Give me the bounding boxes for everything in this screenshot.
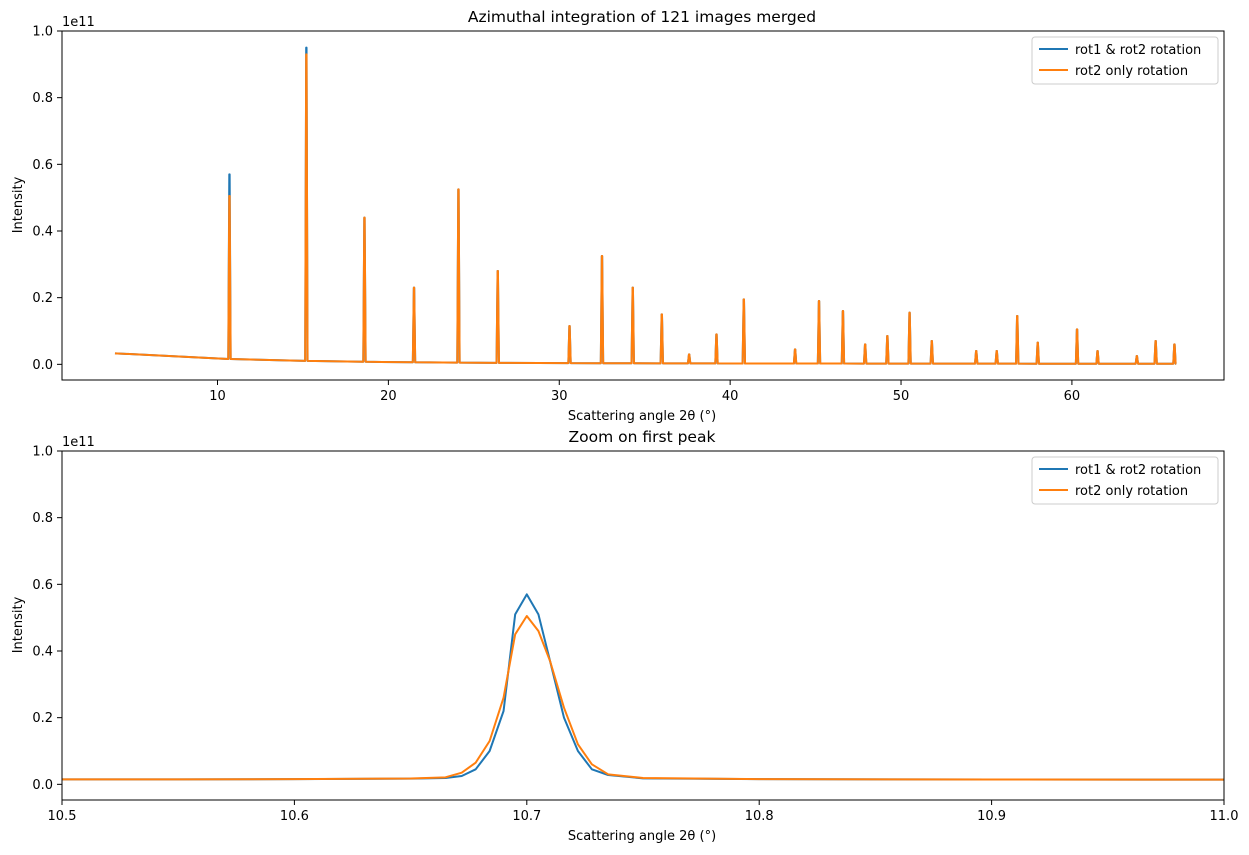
top-legend: rot1 & rot2 rotation rot2 only rotation (1031, 36, 1219, 85)
top-y-tick-label: 0.8 (32, 91, 53, 106)
bottom-x-axis-label: Scattering angle 2θ (°) (568, 829, 716, 844)
bottom-legend-box (1031, 456, 1219, 505)
bottom-x-axis: 10.5 10.6 10.7 10.8 10.9 11.0 (48, 800, 1239, 824)
top-y-axis: 0.0 0.2 0.4 0.6 0.8 1.0 (32, 25, 62, 373)
top-legend-box (1031, 36, 1219, 85)
top-x-tick-label: 60 (1064, 389, 1081, 404)
top-x-tick-label: 50 (893, 389, 910, 404)
bottom-x-tick-label: 10.5 (48, 809, 77, 824)
top-chart-title: Azimuthal integration of 121 images merg… (468, 8, 816, 26)
top-x-axis-label: Scattering angle 2θ (°) (568, 409, 716, 424)
top-x-tick-label: 20 (380, 389, 397, 404)
top-y-tick-label: 0.0 (32, 358, 53, 373)
top-plot-area (114, 46, 1177, 365)
bottom-chart: Zoom on first peak 1e11 10.5 10.6 10.7 10.8… (11, 428, 1238, 844)
top-x-tick-label: 40 (722, 389, 739, 404)
bottom-y-tick-label: 0.6 (32, 578, 53, 593)
bottom-legend: rot1 & rot2 rotation rot2 only rotation (1031, 456, 1219, 505)
bottom-x-tick-label: 10.8 (745, 809, 774, 824)
bottom-x-tick-label: 10.7 (512, 809, 541, 824)
top-x-tick-label: 10 (209, 389, 226, 404)
bottom-y-tick-label: 0.8 (32, 511, 53, 526)
top-y-tick-label: 0.2 (32, 291, 53, 306)
top-legend-label-series1: rot1 & rot2 rotation (1075, 43, 1201, 58)
bottom-plot-area (62, 593, 1225, 781)
bottom-legend-label-series1: rot1 & rot2 rotation (1075, 463, 1201, 478)
top-x-tick-label: 30 (551, 389, 568, 404)
bottom-chart-title: Zoom on first peak (569, 428, 716, 446)
top-y-axis-label: Intensity (11, 176, 26, 233)
top-y-tick-label: 0.6 (32, 158, 53, 173)
bottom-series-line-2 (62, 615, 1225, 781)
bottom-series-line-1 (62, 593, 1225, 781)
top-x-axis: 10 20 30 40 50 60 (209, 380, 1080, 404)
bottom-y-tick-label: 1.0 (32, 445, 53, 460)
bottom-y-tick-label: 0.0 (32, 778, 53, 793)
top-y-tick-label: 1.0 (32, 25, 53, 40)
top-axes-frame (61, 30, 1225, 381)
bottom-y-offset-label: 1e11 (62, 435, 95, 450)
bottom-y-axis: 0.0 0.2 0.4 0.6 0.8 1.0 (32, 445, 62, 793)
top-chart: Azimuthal integration of 121 images merg… (11, 8, 1225, 424)
bottom-legend-label-series2: rot2 only rotation (1075, 484, 1188, 499)
top-y-offset-label: 1e11 (62, 15, 95, 30)
top-y-tick-label: 0.4 (32, 225, 53, 240)
bottom-y-axis-label: Intensity (11, 596, 26, 653)
bottom-x-tick-label: 10.9 (977, 809, 1006, 824)
top-series-line-2 (114, 53, 1177, 365)
bottom-y-tick-label: 0.4 (32, 645, 53, 660)
bottom-axes-frame (61, 450, 1225, 801)
bottom-x-tick-label: 10.6 (280, 809, 309, 824)
top-legend-label-series2: rot2 only rotation (1075, 64, 1188, 79)
bottom-x-tick-label: 11.0 (1210, 809, 1239, 824)
bottom-y-tick-label: 0.2 (32, 711, 53, 726)
